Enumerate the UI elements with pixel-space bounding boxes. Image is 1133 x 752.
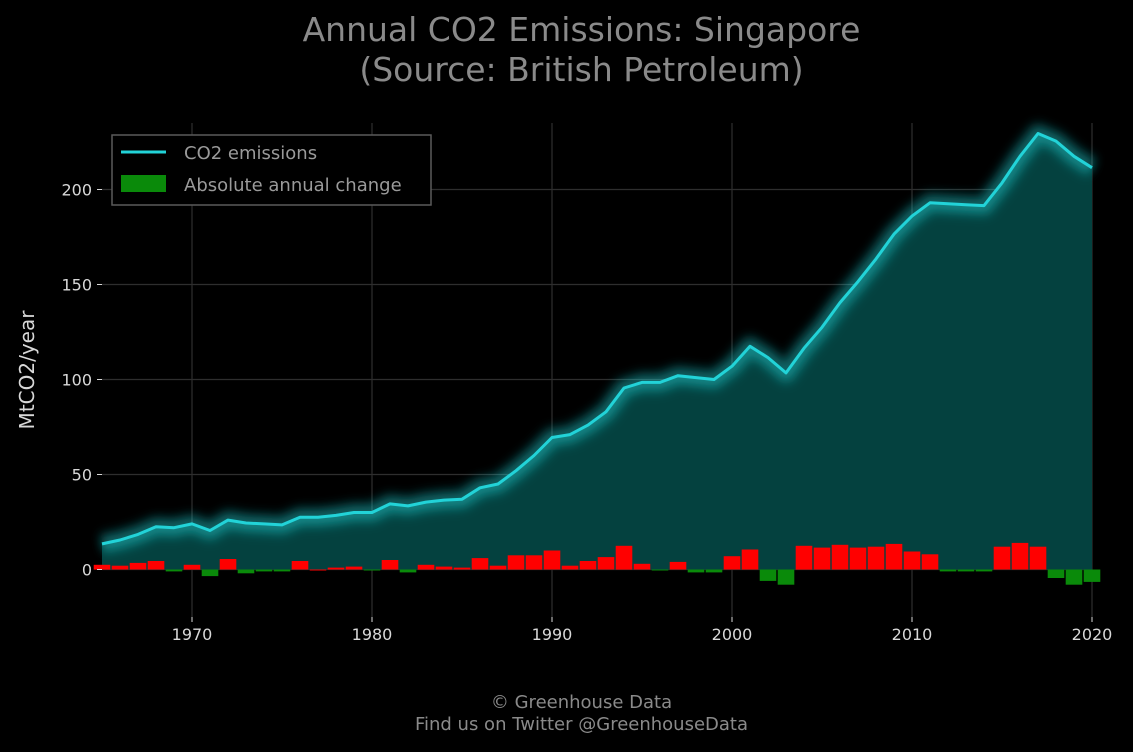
legend-label-change: Absolute annual change [184,175,402,196]
change-bar [525,555,543,570]
change-bar [381,560,399,570]
change-bar [885,543,903,570]
chart-subtitle: (Source: British Petroleum) [359,50,804,89]
change-bar [633,563,651,570]
change-bar [1029,546,1047,570]
x-axis: 1970 1980 1990 2000 2010 2020 [172,617,1113,644]
y-tick-label: 150 [61,276,92,295]
change-bar [813,547,831,570]
change-bar [705,569,723,573]
change-bar [93,564,111,570]
change-bar [327,567,345,570]
y-tick-label: 100 [61,371,92,390]
change-bar [903,551,921,570]
change-bar [129,562,147,570]
chart-title: Annual CO2 Emissions: Singapore (Source:… [0,10,1133,90]
change-bar [471,558,489,570]
change-bar [111,565,129,570]
change-bar [273,569,291,572]
emissions-area [102,133,1092,570]
change-bar [561,565,579,570]
x-tick-label: 1970 [172,625,213,644]
x-tick-label: 1980 [352,625,393,644]
legend: CO2 emissions Absolute annual change [111,134,432,206]
y-tick-label: 50 [72,466,92,485]
change-bar [345,566,363,570]
change-bar [1083,569,1101,582]
emissions-line [101,132,1093,546]
change-bar [867,546,885,570]
change-bar [795,545,813,570]
change-bar [579,561,597,570]
change-bar [309,569,327,571]
change-bar [147,561,165,570]
change-bar [615,545,633,570]
change-bar [849,547,867,570]
change-bar [201,569,219,577]
legend-bar-swatch [121,175,166,192]
annual-change-bars [93,542,1101,585]
change-bar [669,561,687,570]
change-bar [183,564,201,570]
change-bar [507,555,525,570]
change-bar [597,557,615,570]
change-bar [957,569,975,572]
change-bar [1011,542,1029,570]
credits: © Greenhouse Data Find us on Twitter @Gr… [0,692,1133,736]
twitter-credit: Find us on Twitter @GreenhouseData [414,714,749,735]
credit-line: © Greenhouse Data [490,692,673,713]
change-bar [651,569,669,571]
change-bar [921,554,939,570]
legend-label-emissions: CO2 emissions [184,143,317,164]
y-tick-label: 0 [82,561,92,580]
change-bar [219,559,237,570]
x-tick-label: 2010 [892,625,933,644]
change-bar [777,569,795,585]
change-bar [237,569,255,574]
change-bar [1065,569,1083,585]
x-tick-label: 1990 [532,625,573,644]
change-bar [687,569,705,573]
change-bar [543,550,561,570]
change-bar [489,565,507,570]
change-bar [363,569,381,571]
change-bar [723,556,741,570]
change-bar [453,567,471,570]
change-bar [831,544,849,570]
change-bar [741,549,759,570]
change-bar [399,569,417,573]
x-tick-label: 2020 [1072,625,1113,644]
y-tick-label: 200 [61,181,92,200]
x-tick-label: 2000 [712,625,753,644]
y-axis-title: MtCO2/year [15,310,39,430]
change-bar [165,569,183,572]
chart-title-line1: Annual CO2 Emissions: Singapore [302,10,861,49]
change-bar [255,569,273,572]
change-bar [993,546,1011,570]
change-bar [291,561,309,570]
change-bar [417,564,435,570]
y-axis: 0 50 100 150 200 [61,181,102,580]
change-bar [1047,569,1065,578]
change-bar [435,566,453,570]
change-bar [975,569,993,572]
change-bar [939,569,957,572]
legend-box [111,134,432,206]
change-bar [759,569,777,581]
